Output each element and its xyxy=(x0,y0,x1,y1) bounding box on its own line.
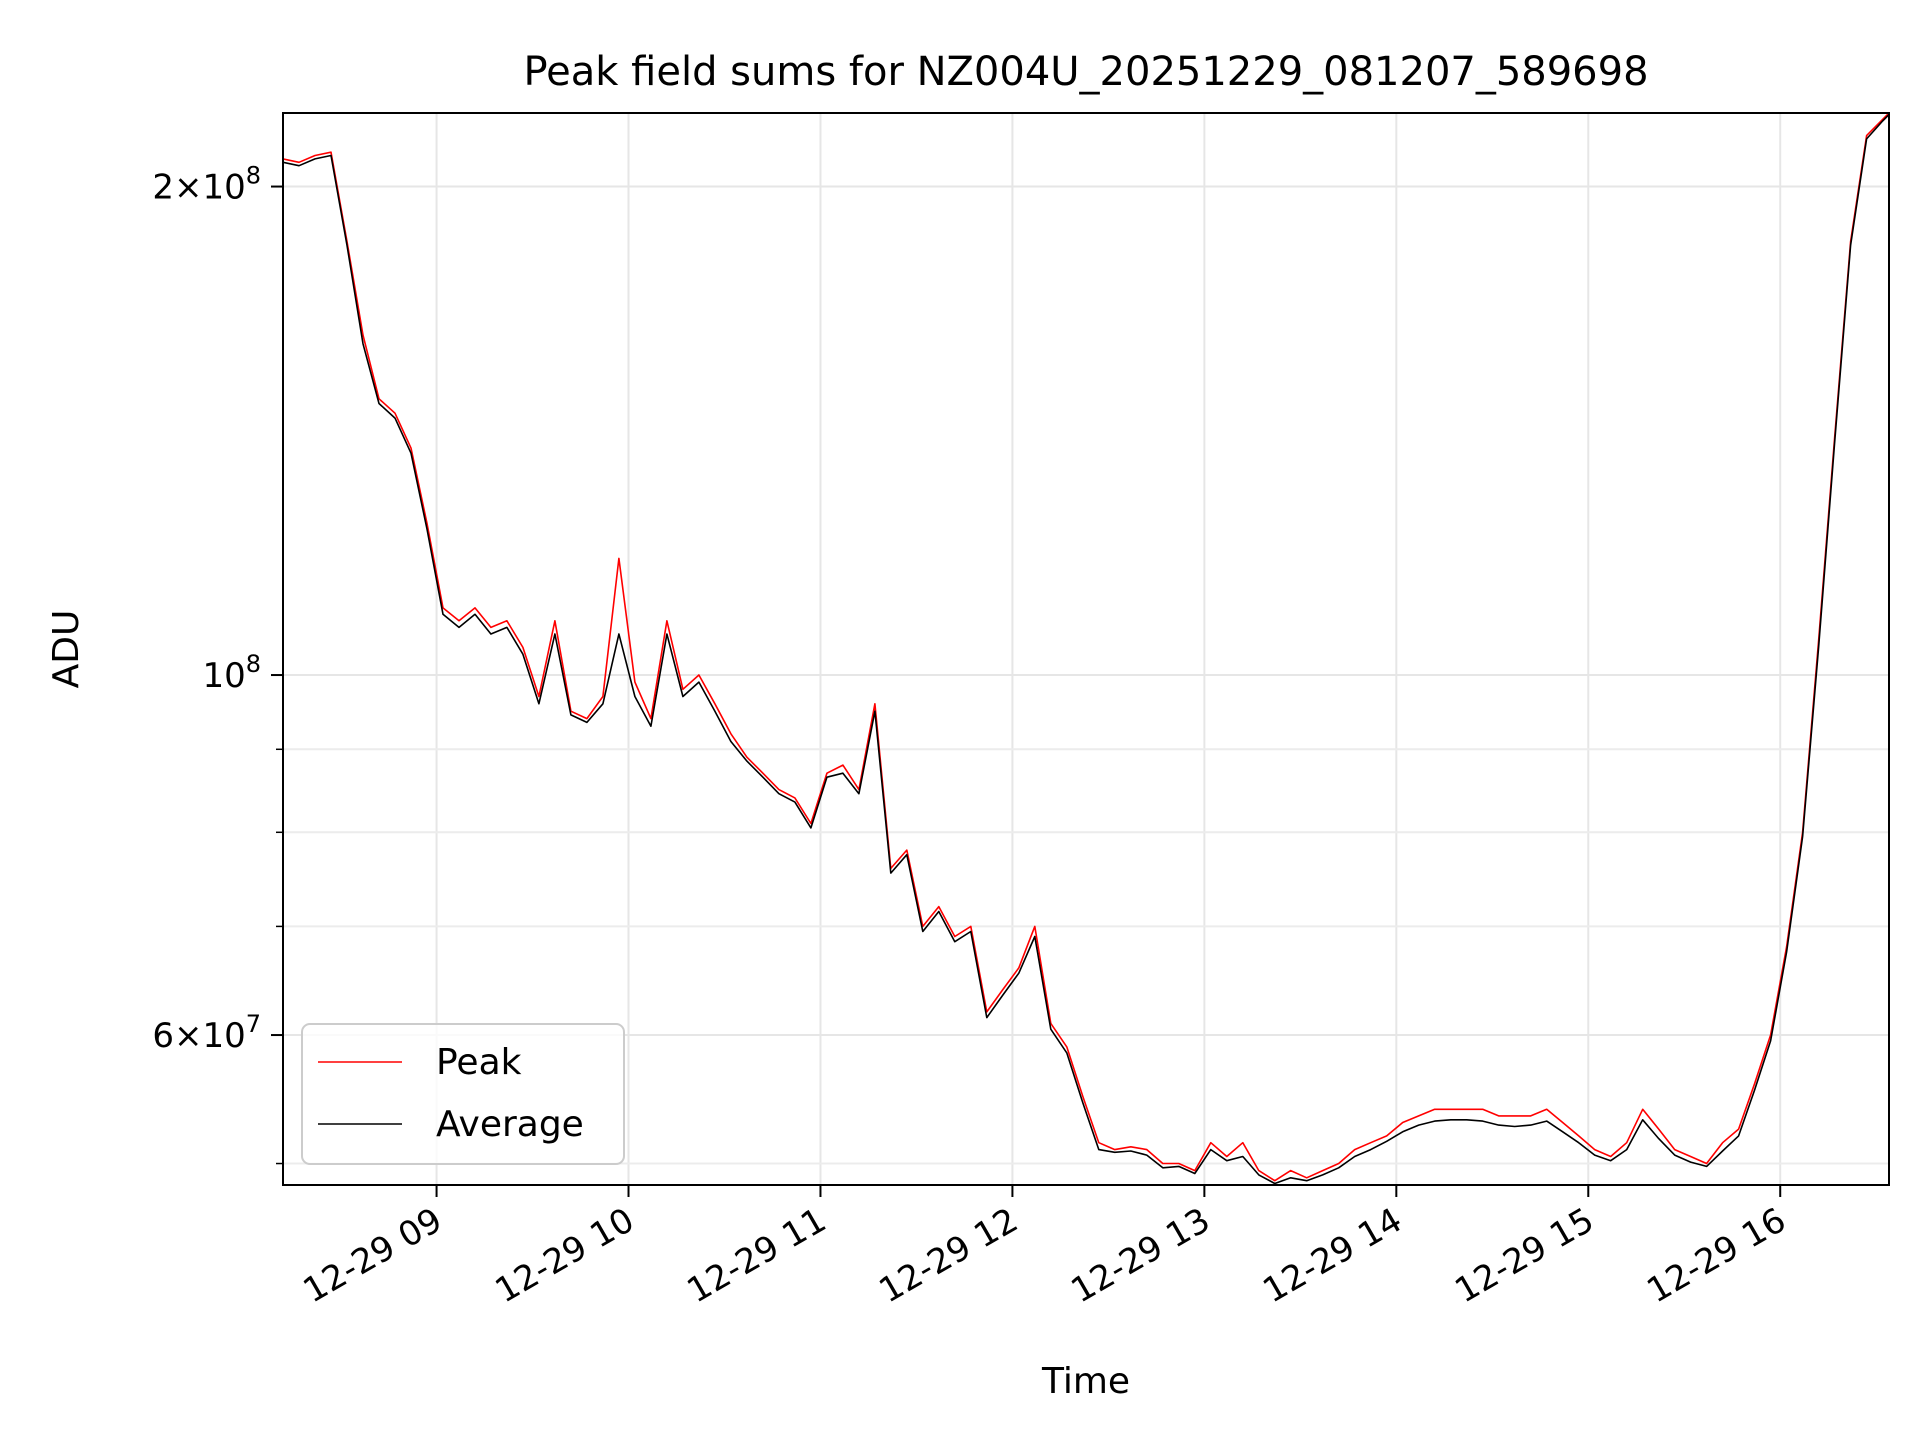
legend-peak-label: Peak xyxy=(436,1042,522,1083)
series-layer xyxy=(283,113,1889,1185)
legend-average-label: Average xyxy=(436,1104,584,1145)
y-axis: 2×108 108 6×107 xyxy=(152,162,283,1165)
series-line-peak xyxy=(283,113,1889,1182)
plot-frame xyxy=(282,112,1890,1186)
y-tick-label: 108 xyxy=(202,650,261,696)
legend: Peak Average xyxy=(301,1023,625,1165)
chart-title: Peak field sums for NZ004U_20251229_0812… xyxy=(523,49,1648,95)
y-tick-label: 6×107 xyxy=(152,1010,261,1056)
y-axis-label: ADU xyxy=(46,610,87,689)
x-axis-label: Time xyxy=(1041,1361,1130,1402)
series-line-average xyxy=(283,114,1889,1185)
legend-box xyxy=(301,1023,625,1165)
y-tick-label: 2×108 xyxy=(152,162,261,208)
